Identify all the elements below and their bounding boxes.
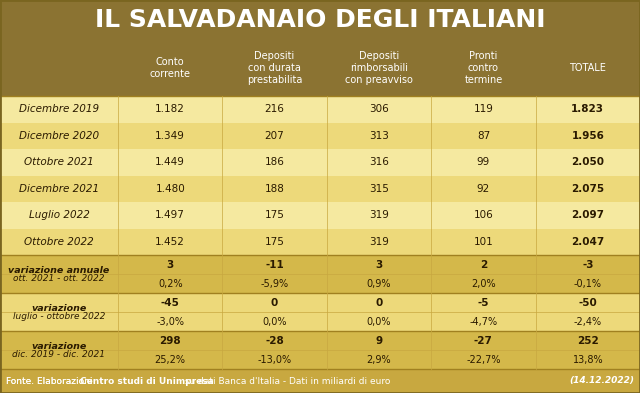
Text: 87: 87 <box>477 131 490 141</box>
Text: 1.497: 1.497 <box>156 210 185 220</box>
Text: 1.956: 1.956 <box>572 131 604 141</box>
Text: Depositi
con durata
prestabilita: Depositi con durata prestabilita <box>247 51 302 84</box>
Text: 188: 188 <box>265 184 285 194</box>
Bar <box>0 369 640 393</box>
Text: (14.12.2022): (14.12.2022) <box>569 376 634 386</box>
Text: 1.823: 1.823 <box>572 104 604 114</box>
Text: Centro studi di Unimpresa: Centro studi di Unimpresa <box>80 376 214 386</box>
Bar <box>0 229 640 255</box>
Text: 2.050: 2.050 <box>572 157 604 167</box>
Text: Conto
corrente: Conto corrente <box>150 57 191 79</box>
Text: 316: 316 <box>369 157 389 167</box>
Text: su dati Banca d'Italia - Dati in miliardi di euro: su dati Banca d'Italia - Dati in miliard… <box>182 376 390 386</box>
Text: -28: -28 <box>265 336 284 345</box>
Text: variazione: variazione <box>31 342 86 351</box>
Text: 306: 306 <box>369 104 389 114</box>
Text: 2.075: 2.075 <box>572 184 604 194</box>
Text: 119: 119 <box>474 104 493 114</box>
Text: 13,8%: 13,8% <box>573 354 603 365</box>
Text: 2.047: 2.047 <box>571 237 604 247</box>
Text: 0,0%: 0,0% <box>367 317 391 327</box>
Text: 175: 175 <box>265 237 285 247</box>
Text: variazione annuale: variazione annuale <box>8 266 109 275</box>
Text: IL SALVADANAIO DEGLI ITALIANI: IL SALVADANAIO DEGLI ITALIANI <box>95 8 545 32</box>
Text: 2: 2 <box>480 260 487 270</box>
Text: -2,4%: -2,4% <box>573 317 602 327</box>
Text: 313: 313 <box>369 131 389 141</box>
Text: -27: -27 <box>474 336 493 345</box>
Text: 92: 92 <box>477 184 490 194</box>
Text: -45: -45 <box>161 298 180 308</box>
Text: 1.349: 1.349 <box>156 131 185 141</box>
Text: ott. 2021 - ott. 2022: ott. 2021 - ott. 2022 <box>13 274 105 283</box>
Text: 2,0%: 2,0% <box>471 279 496 289</box>
Text: 3: 3 <box>166 260 174 270</box>
Text: -22,7%: -22,7% <box>466 354 500 365</box>
Text: -11: -11 <box>265 260 284 270</box>
Bar <box>0 255 640 293</box>
Text: 0,9%: 0,9% <box>367 279 391 289</box>
Bar <box>0 149 640 176</box>
Bar <box>0 0 640 40</box>
Text: 2.097: 2.097 <box>572 210 604 220</box>
Text: dic. 2019 - dic. 2021: dic. 2019 - dic. 2021 <box>13 350 106 359</box>
Text: -3: -3 <box>582 260 593 270</box>
Text: 106: 106 <box>474 210 493 220</box>
Text: 319: 319 <box>369 210 389 220</box>
Text: 3: 3 <box>376 260 383 270</box>
Text: Pronti
contro
termine: Pronti contro termine <box>464 51 502 84</box>
Text: 1.182: 1.182 <box>156 104 185 114</box>
Text: 0: 0 <box>376 298 383 308</box>
Text: 9: 9 <box>376 336 383 345</box>
Text: Depositi
rimborsabili
con preavviso: Depositi rimborsabili con preavviso <box>345 51 413 84</box>
Text: Luglio 2022: Luglio 2022 <box>29 210 90 220</box>
Text: 0,0%: 0,0% <box>262 317 287 327</box>
Text: Ottobre 2022: Ottobre 2022 <box>24 237 94 247</box>
Text: 319: 319 <box>369 237 389 247</box>
Bar <box>0 176 640 202</box>
Text: 0: 0 <box>271 298 278 308</box>
Text: Fonte. Elaborazioni: Fonte. Elaborazioni <box>6 376 95 386</box>
Bar <box>0 96 640 123</box>
Text: 1.480: 1.480 <box>156 184 185 194</box>
Text: 0,2%: 0,2% <box>158 279 182 289</box>
Text: Dicembre 2019: Dicembre 2019 <box>19 104 99 114</box>
Text: -5,9%: -5,9% <box>260 279 289 289</box>
Text: -4,7%: -4,7% <box>469 317 497 327</box>
Text: 175: 175 <box>265 210 285 220</box>
Text: 1.449: 1.449 <box>156 157 185 167</box>
Text: luglio - ottobre 2022: luglio - ottobre 2022 <box>13 312 105 321</box>
Bar <box>0 123 640 149</box>
Text: 252: 252 <box>577 336 598 345</box>
Text: 2,9%: 2,9% <box>367 354 391 365</box>
Bar <box>0 40 640 96</box>
Bar <box>0 331 640 369</box>
Text: 216: 216 <box>265 104 285 114</box>
Text: -5: -5 <box>477 298 489 308</box>
Text: Dicembre 2020: Dicembre 2020 <box>19 131 99 141</box>
Text: 101: 101 <box>474 237 493 247</box>
Text: 1.452: 1.452 <box>156 237 185 247</box>
Text: -3,0%: -3,0% <box>156 317 184 327</box>
Text: -0,1%: -0,1% <box>574 279 602 289</box>
Text: Fonte. Elaborazioni: Fonte. Elaborazioni <box>6 376 95 386</box>
Text: TOTALE: TOTALE <box>570 63 606 73</box>
Text: 298: 298 <box>159 336 181 345</box>
Text: 315: 315 <box>369 184 389 194</box>
Text: variazione: variazione <box>31 304 86 313</box>
Text: Ottobre 2021: Ottobre 2021 <box>24 157 94 167</box>
Text: -50: -50 <box>579 298 597 308</box>
Text: 25,2%: 25,2% <box>155 354 186 365</box>
Text: Dicembre 2021: Dicembre 2021 <box>19 184 99 194</box>
Text: 186: 186 <box>265 157 285 167</box>
Bar <box>0 293 640 331</box>
Text: -13,0%: -13,0% <box>257 354 292 365</box>
Bar <box>0 202 640 229</box>
Text: 207: 207 <box>265 131 284 141</box>
Text: 99: 99 <box>477 157 490 167</box>
